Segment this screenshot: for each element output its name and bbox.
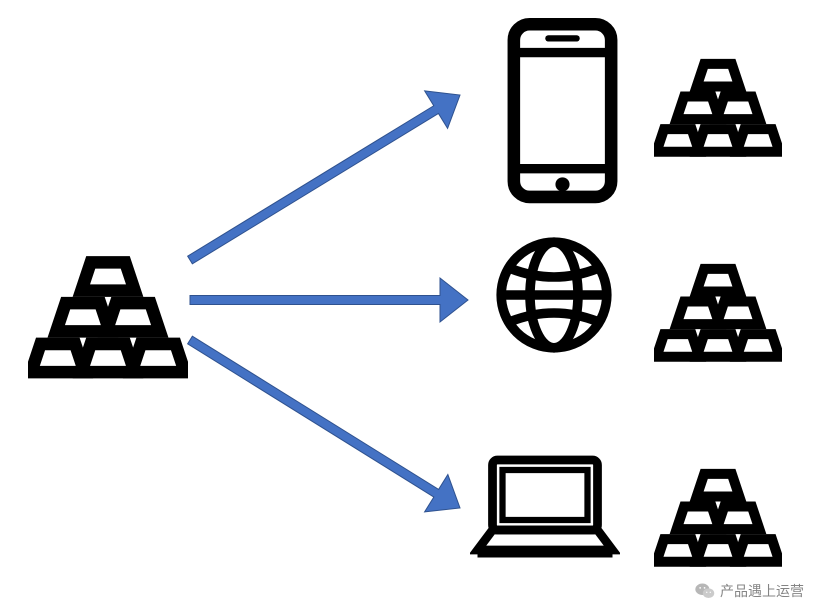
globe — [494, 235, 614, 355]
watermark-text: 产品遇上运营 — [720, 581, 804, 601]
gold-pyramid-icon — [654, 440, 782, 568]
arrow — [190, 278, 468, 322]
gold-pyramid-icon — [654, 235, 782, 363]
globe-icon — [494, 235, 614, 355]
arrow — [188, 91, 460, 264]
laptop-icon — [470, 450, 620, 563]
phone — [495, 18, 630, 206]
source-gold — [28, 220, 188, 380]
wechat-icon — [694, 580, 716, 602]
smartphone-icon — [495, 18, 630, 206]
watermark: 产品遇上运营 — [694, 580, 804, 602]
gold-pyramid-icon — [654, 30, 782, 158]
gold-pyramid-icon — [28, 220, 188, 380]
arrow — [188, 336, 460, 512]
gold-bot — [654, 440, 782, 568]
laptop — [470, 450, 620, 563]
gold-top — [654, 30, 782, 158]
gold-mid — [654, 235, 782, 363]
